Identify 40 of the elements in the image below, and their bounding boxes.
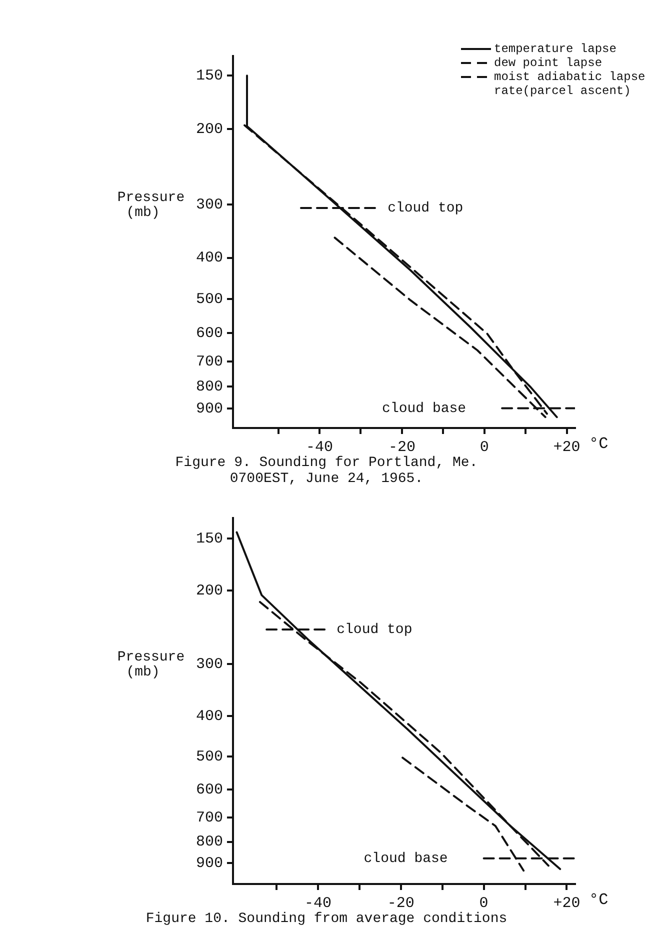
x-tick-label: 0	[479, 894, 488, 912]
y-tick-label: 200	[196, 582, 223, 600]
y-tick-label: 700	[196, 810, 223, 827]
y-tick-label: 800	[196, 834, 223, 851]
y-tick-label: 150	[196, 530, 223, 548]
y-tick-label: 400	[196, 250, 223, 267]
x-axis-title: °C	[589, 891, 608, 910]
y-tick-label: 300	[196, 196, 223, 214]
x-tick-label: -20	[388, 438, 416, 456]
legend-label: temperature lapse	[494, 42, 618, 56]
x-tick-label: -40	[306, 438, 334, 456]
text: 0700EST, June 24, 1965.	[228, 471, 424, 487]
y-tick-label: 700	[196, 354, 223, 371]
y-tick-label: 900	[196, 855, 223, 872]
y-tick-label: 800	[196, 378, 223, 396]
y-tick-label: 900	[196, 400, 223, 418]
x-tick-label: +20	[553, 438, 580, 456]
y-tick-label: 500	[196, 291, 223, 308]
annotation: cloud base	[364, 851, 448, 868]
annotation: cloud base	[382, 400, 466, 417]
y-tick-label: 600	[196, 325, 223, 342]
y-tick-label: 200	[196, 120, 223, 138]
y-tick-label: 300	[196, 656, 223, 674]
annotation: cloud top	[336, 622, 412, 638]
annotation: cloud top	[388, 200, 464, 217]
y-tick-label: 400	[196, 708, 223, 726]
x-axis-title: °C	[589, 435, 608, 454]
y-axis-title: Pressure (mb)	[117, 650, 185, 681]
y-tick-label: 600	[196, 782, 223, 799]
x-tick-label: -20	[387, 894, 414, 912]
legend-label: dew point lapse	[494, 56, 604, 70]
x-tick-label: +20	[553, 894, 580, 912]
y-tick-label: 150	[196, 68, 223, 85]
y-axis-title: Pressure (mb)	[117, 190, 185, 222]
y-tick-label: 500	[196, 748, 223, 766]
text: Figure 9. Sounding for Portland, Me.	[174, 455, 479, 471]
text: Figure 10. Sounding from average conditions	[144, 911, 508, 927]
legend-label: moist adiabatic lapse rate(parcel ascent)	[494, 70, 646, 98]
x-tick-label: 0	[480, 438, 489, 456]
x-tick-label: -40	[304, 894, 332, 912]
